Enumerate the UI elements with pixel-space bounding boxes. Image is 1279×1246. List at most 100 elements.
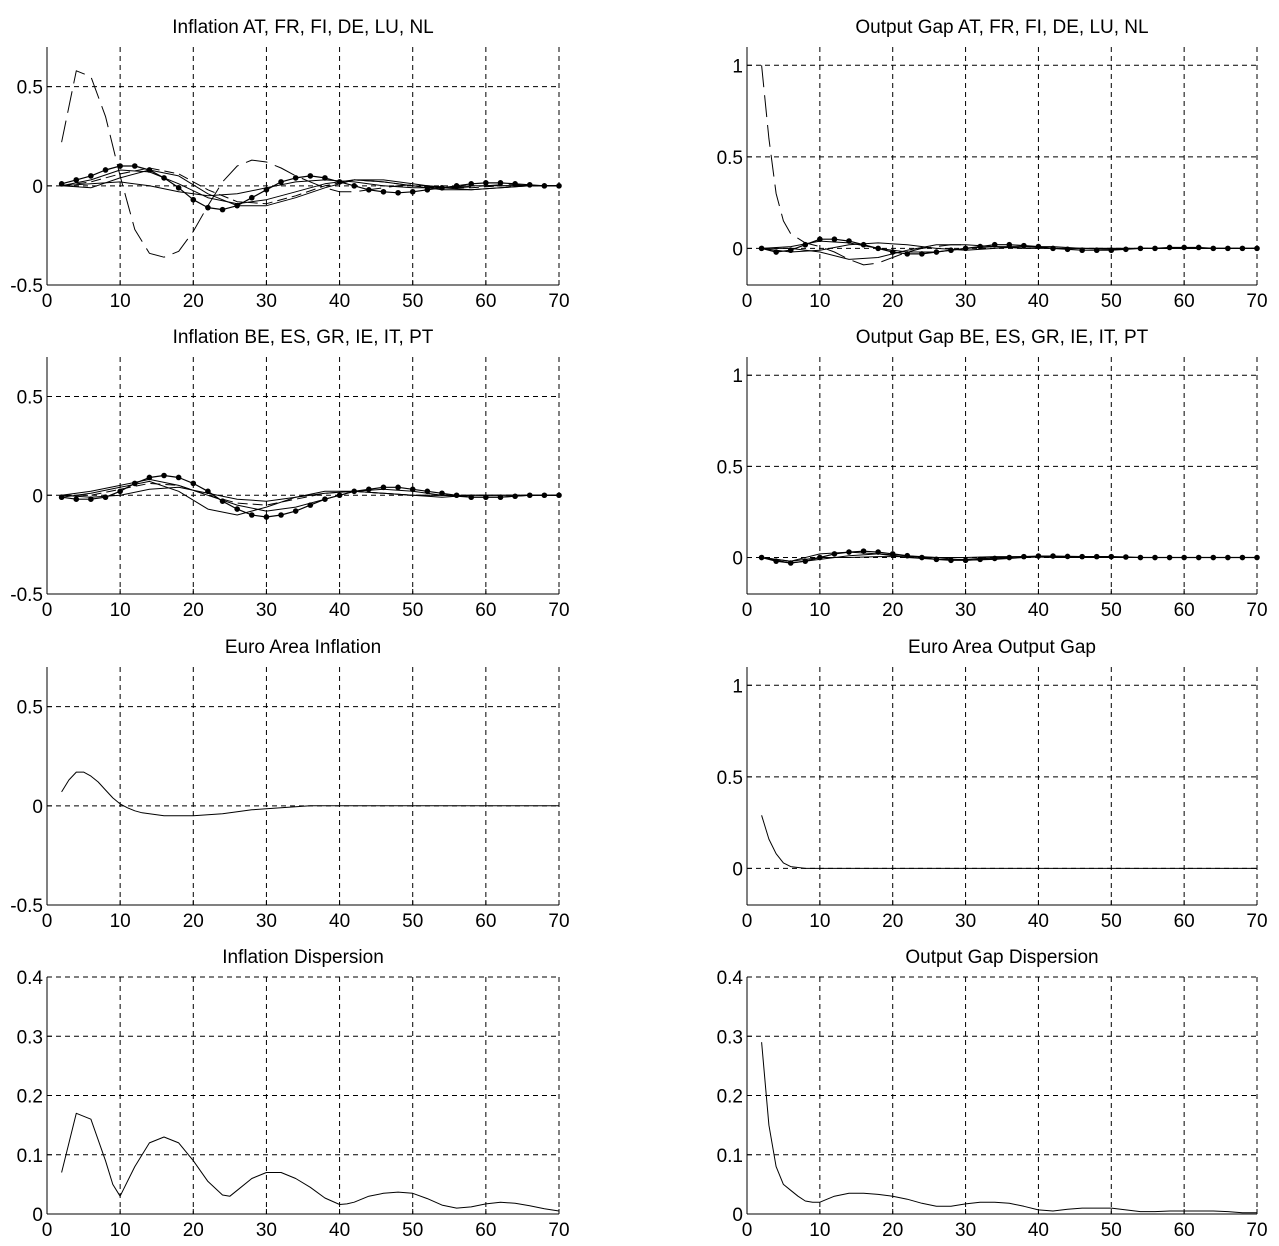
chart-6-xtick-label-1: 10	[809, 911, 830, 932]
chart-3-series-5-line	[61, 482, 559, 506]
chart-1-series-5-line	[61, 169, 559, 205]
chart-1-series-1-point-8	[175, 185, 182, 191]
chart-3-series-1-point-13	[249, 512, 255, 518]
chart-1-xtick-label-3: 30	[256, 291, 277, 312]
chart-1-xtick-label-5: 50	[402, 291, 423, 312]
chart-5-xtick-label-2: 20	[183, 911, 204, 932]
chart-4-ytick-label-0: 0	[732, 549, 743, 570]
chart-4-series-1-point-25	[1123, 554, 1129, 560]
chart-7-xtick-label-7: 70	[548, 1220, 569, 1241]
chart-8-title: Output Gap Dispersion	[905, 947, 1098, 968]
chart-8-xtick-label-3: 30	[955, 1220, 976, 1241]
chart-6-xtick-label-5: 50	[1101, 911, 1122, 932]
chart-1-series-1-point-3	[102, 167, 109, 173]
chart-1-xtick-label-6: 60	[475, 291, 496, 312]
chart-7-xtick-label-0: 0	[42, 1220, 53, 1241]
chart-3-xtick-label-2: 20	[183, 600, 204, 621]
chart-4-ytick-label-1: 0.5	[717, 457, 743, 478]
chart-1: Inflation AT, FR, FI, DE, LU, NL 0 10 20 30 4…	[10, 17, 569, 312]
chart-1-series-1-point-30	[497, 180, 504, 186]
chart-1-series-1-point-18	[322, 175, 328, 181]
chart-7-title: Inflation Dispersion	[222, 947, 384, 968]
chart-2-series-1-point-7	[860, 241, 867, 248]
chart-4-xtick-label-6: 60	[1174, 600, 1195, 621]
chart-1-ytick-label-0: -0.5	[10, 276, 43, 297]
chart-1-ytick-label-1: 0	[32, 177, 43, 198]
chart-7-series-1-line	[61, 1112, 560, 1212]
chart-3-series-1-point-16	[292, 508, 299, 514]
chart-2-xtick-label-5: 50	[1101, 291, 1122, 312]
chart-3-xtick-label-1: 10	[110, 600, 131, 621]
chart-6-ytick-label-1: 0.5	[717, 768, 743, 789]
chart-2-xtick-label-3: 30	[955, 291, 976, 312]
chart-3-title: Inflation BE, ES, GR, IE, IT, PT	[173, 327, 434, 348]
chart-2-xtick-label-0: 0	[742, 291, 753, 312]
chart-7-ytick-label-3: 0.3	[17, 1027, 43, 1048]
chart-1-series-3-line	[61, 167, 559, 205]
chart-7-xtick-label-3: 30	[256, 1220, 277, 1241]
chart-2-series-1-point-5	[831, 236, 838, 243]
chart-1-series-1-point-15	[278, 179, 284, 185]
chart-1-series-1-point-4	[117, 163, 123, 169]
chart-6-ytick-label-2: 1	[732, 676, 743, 697]
chart-1-series-1-point-13	[249, 194, 255, 201]
chart-2-xtick-label-4: 40	[1028, 291, 1049, 312]
chart-3-series-1-point-1	[73, 496, 80, 503]
chart-5-ytick-label-2: 0.5	[17, 698, 43, 719]
chart-8-series-1-line	[761, 1042, 1257, 1214]
chart-1-xtick-label-1: 10	[110, 291, 131, 312]
chart-1-xtick-label-4: 40	[329, 291, 350, 312]
chart-4-series-1-point-5	[831, 551, 838, 557]
chart-1-series-1-point-10	[205, 204, 211, 211]
chart-7: Inflation Dispersion 0 10 20 30 40 50 60 70 0 0.1 0…	[17, 947, 570, 1241]
chart-2-ytick-label-1: 0.5	[717, 148, 743, 169]
chart-2-xtick-label-1: 10	[809, 291, 830, 312]
chart-1-series-1-point-17	[307, 173, 314, 179]
chart-1-xtick-label-2: 20	[183, 291, 204, 312]
chart-4-series-1-point-23	[1093, 553, 1100, 560]
chart-8: Output Gap Dispersion 0 10 20 30 40 50 60 70 0 0.1…	[717, 947, 1268, 1241]
chart-4-series-1-point-20	[1050, 553, 1056, 559]
chart-2-series-1-point-30	[1195, 244, 1202, 251]
chart-1-series-1-point-16	[292, 175, 299, 181]
chart-4-series-1-point-22	[1079, 553, 1085, 560]
chart-1-series-6-line	[61, 179, 559, 197]
chart-6-title: Euro Area Output Gap	[908, 637, 1096, 658]
chart-5-xtick-label-4: 40	[329, 911, 350, 932]
chart-4-title: Output Gap BE, ES, GR, IE, IT, PT	[856, 327, 1149, 348]
chart-2-series-1-point-4	[817, 236, 823, 243]
chart-3-series-4-line	[61, 486, 559, 502]
chart-1-series-1-point-9	[190, 196, 197, 203]
chart-4-xtick-label-1: 10	[809, 600, 830, 621]
chart-2-series-1-point-0	[758, 245, 765, 252]
chart-8-xtick-label-5: 50	[1101, 1220, 1122, 1241]
chart-2: Output Gap AT, FR, FI, DE, LU, NL0 10 20 30…	[717, 17, 1268, 312]
chart-3-series-1-point-2	[88, 496, 94, 503]
chart-3-series-1-point-12	[234, 506, 240, 512]
chart-1-series-1-point-2	[88, 173, 94, 179]
chart-7-ytick-label-0: 0	[32, 1205, 43, 1226]
chart-1-series-1-point-32	[526, 182, 533, 188]
chart-3-xtick-label-4: 40	[329, 600, 350, 621]
chart-8-xtick-label-6: 60	[1174, 1220, 1195, 1241]
chart-3-series-2-line	[61, 478, 559, 512]
chart-1-series-2-line	[61, 70, 559, 258]
chart-6: Euro Area Output Gap 0 10 20 30 40 50 60 70 0 0.5 1	[717, 637, 1268, 932]
chart-3-series-1-point-7	[161, 472, 167, 479]
chart-8-xtick-label-4: 40	[1028, 1220, 1049, 1241]
chart-5-xtick-label-3: 30	[256, 911, 277, 932]
chart-4-xtick-label-5: 50	[1101, 600, 1122, 621]
chart-8-ytick-label-2: 0.2	[717, 1087, 743, 1108]
chart-3-series-1-point-15	[278, 512, 284, 518]
chart-1-series-1-point-20	[351, 183, 358, 189]
chart-6-xtick-label-7: 70	[1246, 911, 1267, 932]
chart-1-series-1-point-22	[380, 188, 387, 195]
chart-8-ytick-label-0: 0	[732, 1205, 743, 1226]
chart-1-series-1-point-1	[73, 177, 80, 183]
chart-6-xtick-label-3: 30	[955, 911, 976, 932]
chart-8-ytick-label-3: 0.3	[717, 1027, 743, 1048]
chart-1-title: Inflation AT, FR, FI, DE, LU, NL	[172, 17, 434, 38]
chart-7-xtick-label-4: 40	[329, 1220, 350, 1241]
chart-2-title: Output Gap AT, FR, FI, DE, LU, NL	[855, 17, 1148, 38]
